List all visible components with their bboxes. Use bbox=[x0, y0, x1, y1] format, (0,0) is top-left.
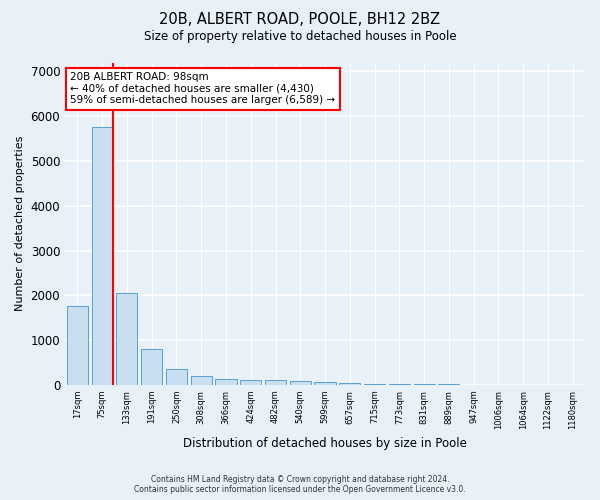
Bar bbox=[265, 380, 286, 385]
Text: Contains HM Land Registry data © Crown copyright and database right 2024.
Contai: Contains HM Land Registry data © Crown c… bbox=[134, 474, 466, 494]
Text: 20B, ALBERT ROAD, POOLE, BH12 2BZ: 20B, ALBERT ROAD, POOLE, BH12 2BZ bbox=[160, 12, 440, 28]
Bar bbox=[67, 306, 88, 385]
Text: 20B ALBERT ROAD: 98sqm
← 40% of detached houses are smaller (4,430)
59% of semi-: 20B ALBERT ROAD: 98sqm ← 40% of detached… bbox=[70, 72, 335, 106]
Bar bbox=[314, 382, 335, 385]
Bar bbox=[92, 128, 113, 385]
Bar bbox=[364, 384, 385, 385]
Bar bbox=[389, 384, 410, 385]
Bar bbox=[116, 293, 137, 385]
Bar bbox=[141, 349, 162, 385]
Y-axis label: Number of detached properties: Number of detached properties bbox=[15, 136, 25, 312]
X-axis label: Distribution of detached houses by size in Poole: Distribution of detached houses by size … bbox=[183, 437, 467, 450]
Bar bbox=[339, 383, 361, 385]
Bar bbox=[240, 380, 261, 385]
Bar bbox=[191, 376, 212, 385]
Bar bbox=[215, 380, 236, 385]
Bar bbox=[290, 381, 311, 385]
Text: Size of property relative to detached houses in Poole: Size of property relative to detached ho… bbox=[143, 30, 457, 43]
Bar bbox=[166, 369, 187, 385]
